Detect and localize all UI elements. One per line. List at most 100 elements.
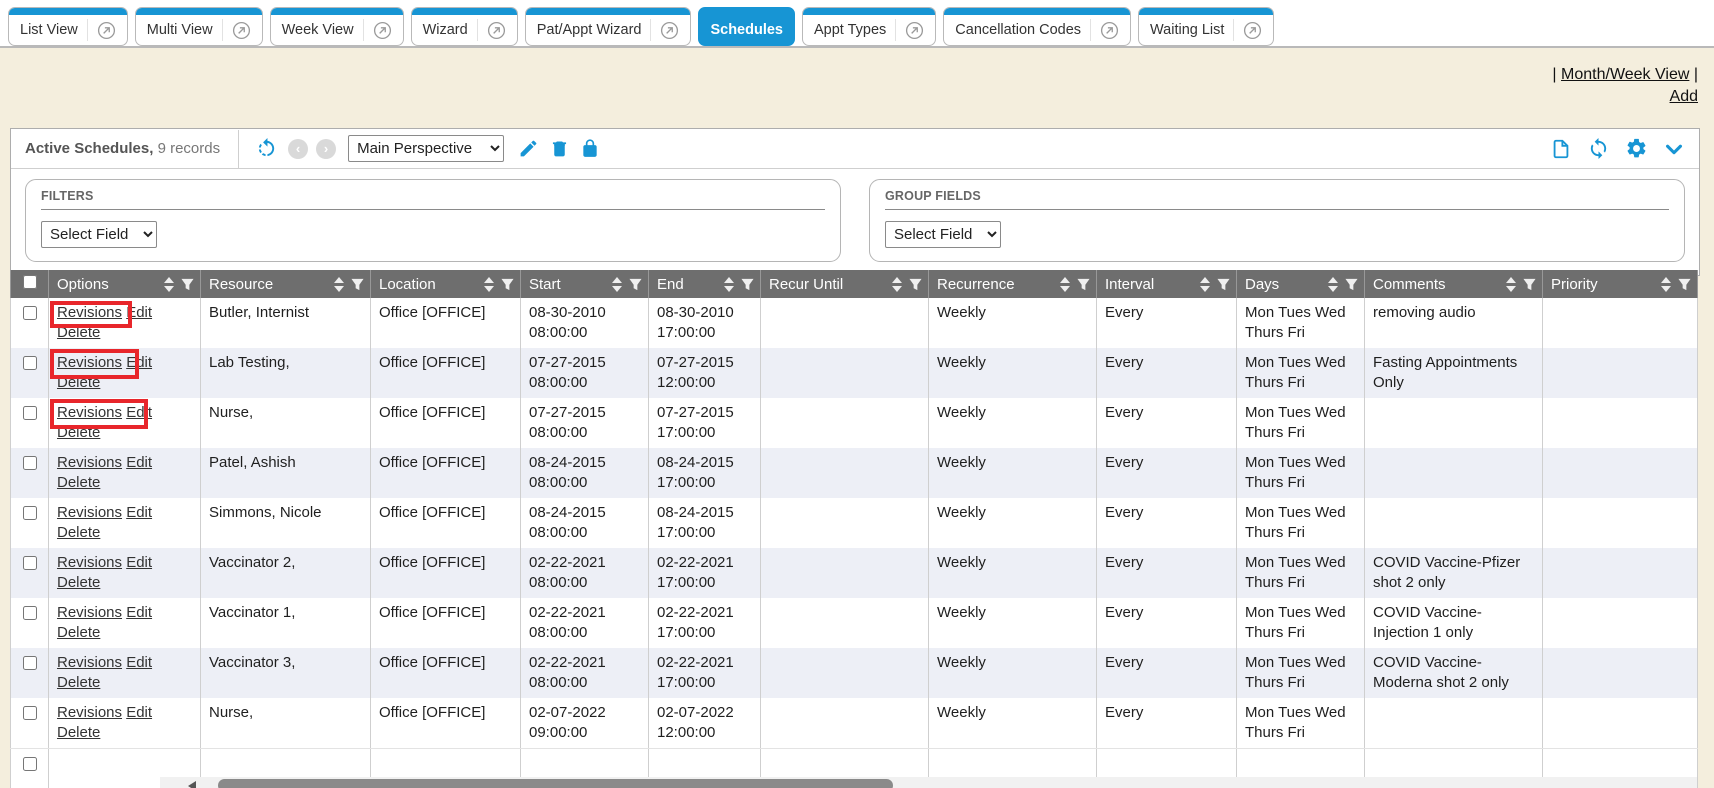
sort-icon[interactable] [1661,277,1671,292]
tab-body[interactable]: Cancellation Codes [944,15,1130,45]
delete-link[interactable]: Delete [57,624,100,641]
filter-funnel-icon[interactable] [1523,278,1536,291]
delete-link[interactable]: Delete [57,424,100,441]
tab-multi-view[interactable]: Multi View [135,7,263,46]
open-in-new-window-icon[interactable] [477,19,506,41]
tab-appt-types[interactable]: Appt Types [802,7,936,46]
column-header-end[interactable]: End [649,270,761,298]
tab-pat-appt-wizard[interactable]: Pat/Appt Wizard [525,7,692,46]
filter-funnel-icon[interactable] [501,278,514,291]
tab-body[interactable]: Schedules [699,15,794,45]
filter-funnel-icon[interactable] [1217,278,1230,291]
revisions-link[interactable]: Revisions [57,654,122,671]
month-week-view-link[interactable]: Month/Week View [1561,66,1689,83]
filter-funnel-icon[interactable] [351,278,364,291]
tab-body[interactable]: Pat/Appt Wizard [526,15,691,45]
open-in-new-window-icon[interactable] [222,19,251,41]
open-in-new-window-icon[interactable] [895,19,924,41]
revisions-link[interactable]: Revisions [57,304,122,321]
scrollbar-thumb[interactable] [218,779,893,788]
open-in-new-window-icon[interactable] [1233,19,1262,41]
tab-waiting-list[interactable]: Waiting List [1138,7,1274,46]
sort-icon[interactable] [1060,277,1070,292]
revisions-link[interactable]: Revisions [57,704,122,721]
column-header-start[interactable]: Start [521,270,649,298]
revisions-link[interactable]: Revisions [57,404,122,421]
revisions-link[interactable]: Revisions [57,354,122,371]
row-checkbox[interactable] [23,656,37,670]
chevron-down-icon[interactable] [1663,138,1685,160]
tab-list-view[interactable]: List View [8,7,128,46]
group-fields-select[interactable]: Select Field [885,221,1001,248]
edit-link[interactable]: Edit [126,504,152,521]
sort-icon[interactable] [1200,277,1210,292]
delete-link[interactable]: Delete [57,574,100,591]
sort-icon[interactable] [164,277,174,292]
column-header-comments[interactable]: Comments [1365,270,1543,298]
sort-icon[interactable] [484,277,494,292]
row-checkbox[interactable] [23,306,37,320]
filter-funnel-icon[interactable] [909,278,922,291]
revisions-link[interactable]: Revisions [57,604,122,621]
column-header-recur-until[interactable]: Recur Until [761,270,929,298]
sort-icon[interactable] [612,277,622,292]
sort-icon[interactable] [892,277,902,292]
filter-funnel-icon[interactable] [1077,278,1090,291]
column-header-days[interactable]: Days [1237,270,1365,298]
open-in-new-window-icon[interactable] [363,19,392,41]
delete-link[interactable]: Delete [57,674,100,691]
edit-link[interactable]: Edit [126,554,152,571]
new-document-icon[interactable] [1550,137,1572,161]
sort-icon[interactable] [1506,277,1516,292]
row-checkbox[interactable] [23,556,37,570]
tab-schedules[interactable]: Schedules [698,7,795,46]
edit-link[interactable]: Edit [126,404,152,421]
edit-link[interactable]: Edit [126,604,152,621]
open-in-new-window-icon[interactable] [650,19,679,41]
lock-icon[interactable] [580,138,600,159]
column-header-resource[interactable]: Resource [201,270,371,298]
edit-link[interactable]: Edit [126,354,152,371]
add-link[interactable]: Add [1670,88,1698,105]
pencil-icon[interactable] [518,138,539,159]
trash-icon[interactable] [549,138,570,159]
filters-field-select[interactable]: Select Field [41,221,157,248]
row-checkbox[interactable] [23,356,37,370]
edit-link[interactable]: Edit [126,304,152,321]
tab-week-view[interactable]: Week View [270,7,404,46]
select-all-checkbox[interactable] [23,275,37,289]
revisions-link[interactable]: Revisions [57,454,122,471]
tab-body[interactable]: Waiting List [1139,15,1273,45]
row-checkbox[interactable] [23,456,37,470]
gear-icon[interactable] [1625,137,1648,160]
horizontal-scrollbar[interactable] [160,777,1697,788]
tab-body[interactable]: List View [9,15,127,45]
column-header-priority[interactable]: Priority [1543,270,1698,298]
sort-icon[interactable] [334,277,344,292]
delete-link[interactable]: Delete [57,374,100,391]
delete-link[interactable]: Delete [57,724,100,741]
column-header-options[interactable]: Options [49,270,201,298]
column-header-recurrence[interactable]: Recurrence [929,270,1097,298]
filter-funnel-icon[interactable] [1678,278,1691,291]
open-in-new-window-icon[interactable] [87,19,116,41]
sort-icon[interactable] [1328,277,1338,292]
tab-body[interactable]: Wizard [412,15,517,45]
row-checkbox[interactable] [23,757,37,771]
revisions-link[interactable]: Revisions [57,504,122,521]
column-header-location[interactable]: Location [371,270,521,298]
row-checkbox[interactable] [23,406,37,420]
scroll-left-icon[interactable] [188,781,196,788]
refresh-icon[interactable] [1587,137,1610,160]
edit-link[interactable]: Edit [126,454,152,471]
tab-wizard[interactable]: Wizard [411,7,518,46]
row-checkbox[interactable] [23,706,37,720]
open-in-new-window-icon[interactable] [1090,19,1119,41]
undo-icon[interactable] [255,137,278,160]
tab-cancellation-codes[interactable]: Cancellation Codes [943,7,1131,46]
filter-funnel-icon[interactable] [181,278,194,291]
delete-link[interactable]: Delete [57,324,100,341]
tab-body[interactable]: Week View [271,15,403,45]
edit-link[interactable]: Edit [126,654,152,671]
tab-body[interactable]: Appt Types [803,15,935,45]
